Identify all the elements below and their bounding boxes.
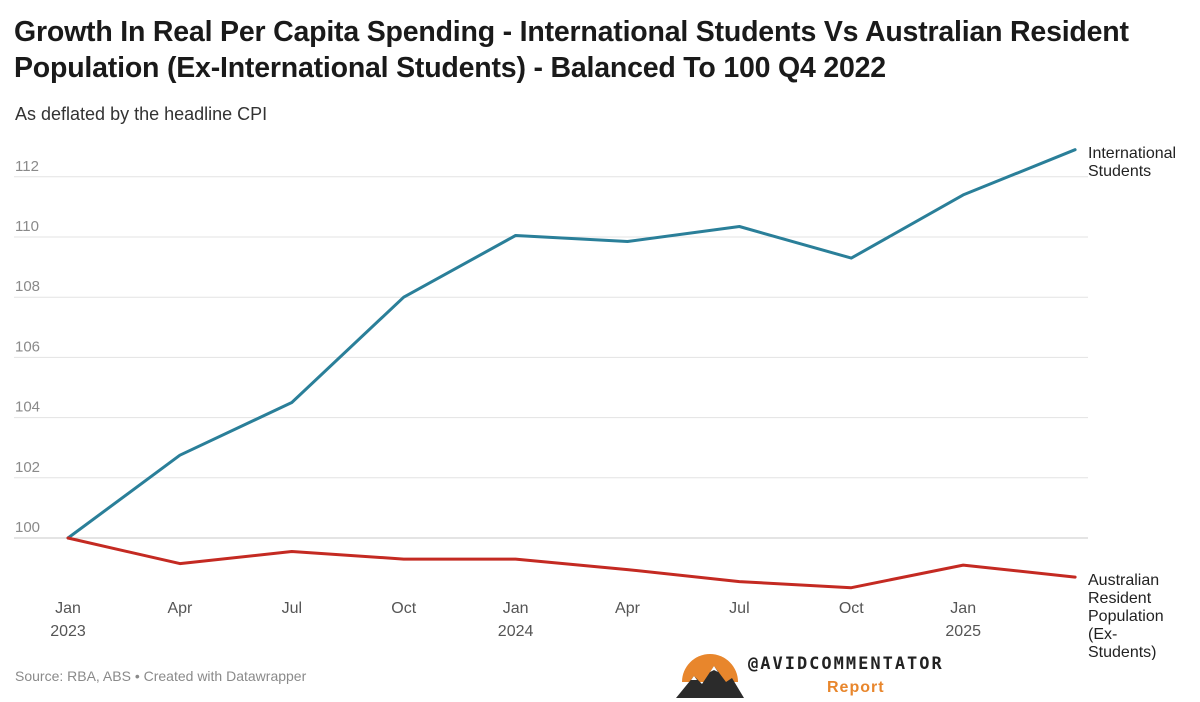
series-label-line: (Ex- [1088,626,1117,643]
axis-layer: 100 102 104 106 108 110 112 Jan 2023 Apr Jul Oct Jan… [15,158,981,640]
chart-title: Growth In Real Per Capita Spending - Int… [14,16,1129,84]
x-tick-label: Apr [167,600,193,617]
x-tick-year-label: 2024 [498,623,534,640]
series-label-line: Students) [1088,644,1156,660]
series-label-line: International [1088,145,1176,162]
series-line [66,148,1077,540]
y-tick-label: 102 [15,459,40,476]
series-layer [66,148,1077,590]
y-tick-label: 106 [15,338,40,355]
y-tick-label: 112 [15,158,39,175]
x-tick-label: Jan [55,600,81,617]
logo-tagline: Report [827,679,885,696]
logo-handle: @AVIDCOMMENTATOR [748,654,944,674]
x-tick-label: Apr [615,600,641,617]
x-tick-label: Jul [729,600,749,617]
source-note: Source: RBA, ABS • Created with Datawrap… [15,668,307,684]
series-end-label: International Students [1088,145,1176,180]
x-tick-label: Jan [503,600,529,617]
series-label-line: Resident [1088,590,1152,607]
mountain-sun-icon [676,654,744,698]
y-tick-label: 108 [15,278,40,295]
grid-layer [14,176,1088,539]
x-tick-label: Jan [950,600,976,617]
x-tick-year-label: 2025 [945,623,981,640]
x-tick-year-label: 2023 [50,623,86,640]
chart-subtitle: As deflated by the headline CPI [15,104,268,124]
series-label-line: Australian [1088,572,1159,589]
x-tick-label: Jul [282,600,302,617]
series-end-label: Australian Resident Population (Ex-Students… [1088,572,1164,660]
brand-logo: @AVIDCOMMENTATOR Report [672,652,1002,700]
x-tick-label: Oct [391,600,416,617]
series-line [66,536,1077,590]
y-tick-label: 104 [15,399,40,416]
y-tick-label: 110 [15,218,39,235]
series-label-line: Students [1088,163,1151,180]
label-layer: International Students Australian Resident P… [1088,145,1176,660]
x-tick-label: Oct [839,600,864,617]
series-label-line: Population [1088,608,1164,625]
line-chart: 100 102 104 106 108 110 112 Jan 2023 Apr Jul Oct Jan… [14,145,1176,660]
y-tick-label: 100 [15,519,40,536]
